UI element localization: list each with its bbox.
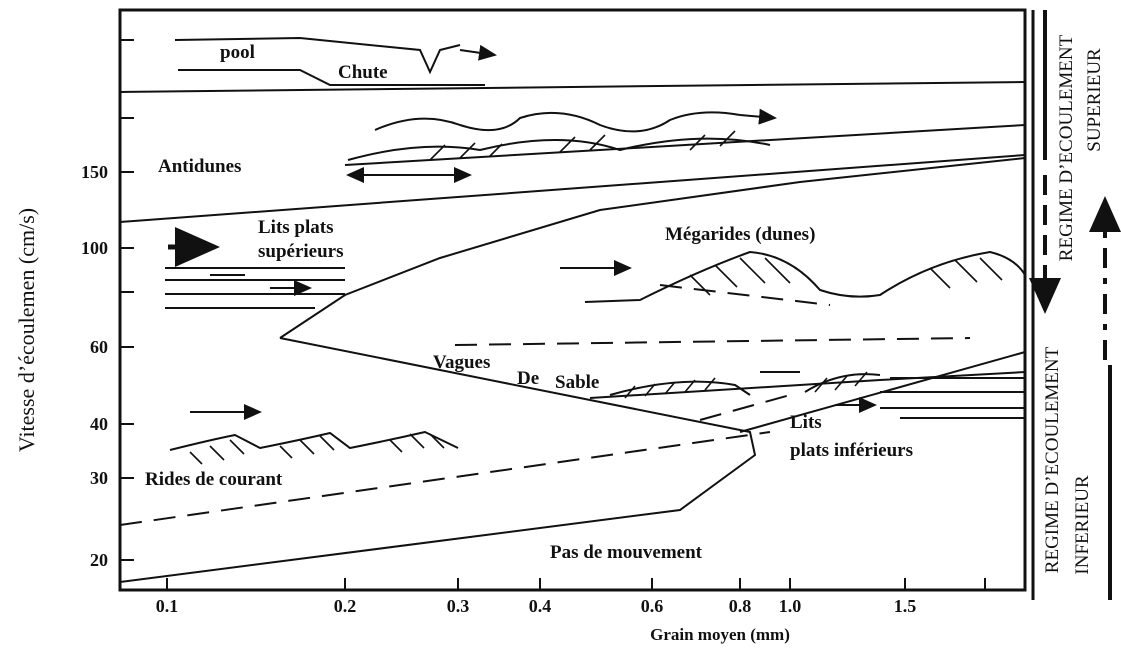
upper-regime-label: REGIME D’ECOULEMENT [1056, 34, 1077, 261]
y-axis-label: Vitesse d’écoulemen (cm/s) [14, 208, 39, 452]
y-tick-label: 20 [90, 550, 108, 570]
y-tick-label: 100 [81, 238, 108, 258]
x-tick-label: 1.0 [779, 596, 802, 616]
region-label: Lits [790, 412, 822, 433]
lower-regime-label: INFERIEUR [1072, 475, 1093, 575]
ripple-bedforms [170, 412, 458, 464]
region-label: Chute [338, 62, 388, 83]
boundaries [120, 38, 1025, 582]
region-label: Mégarides (dunes) [665, 224, 815, 245]
plot-frame [120, 10, 1025, 590]
y-tick-label: 60 [90, 337, 108, 357]
x-tick-label: 0.4 [529, 596, 552, 616]
x-tick-label: 0.8 [729, 596, 752, 616]
x-tick-label: 0.2 [334, 596, 357, 616]
x-tick-labels: 0.1 0.2 0.3 0.4 0.6 0.8 1.0 1.5 [156, 596, 917, 616]
region-label: plats inférieurs [790, 440, 913, 461]
y-tick-labels: 150 100 60 40 30 20 [81, 162, 108, 570]
x-tick-label: 0.6 [641, 596, 664, 616]
x-tick-label: 0.1 [156, 596, 179, 616]
upper-regime-label: SUPERIEUR [1084, 48, 1105, 152]
y-tick-label: 40 [90, 414, 108, 434]
region-label: De [517, 368, 539, 389]
ticks [120, 40, 985, 590]
region-label: Vagues [433, 352, 490, 373]
x-axis-label: Grain moyen (mm) [650, 625, 790, 644]
y-tick-label: 150 [81, 162, 108, 182]
x-tick-label: 0.3 [447, 596, 470, 616]
region-label: Antidunes [158, 156, 241, 177]
region-label: Pas de mouvement [550, 542, 703, 563]
region-label: pool [220, 42, 255, 63]
region-label: Sable [555, 372, 599, 393]
lower-regime-label: REGIME D’ECOULEMENT [1042, 346, 1063, 573]
megaripple-bedforms [560, 252, 1025, 305]
y-tick-label: 30 [90, 468, 108, 488]
region-label: Rides de courant [145, 469, 283, 490]
diagram: pool Chute Antidunes Lits plats supérieu… [0, 0, 1121, 649]
x-tick-label: 1.5 [894, 596, 917, 616]
region-label: Lits plats [258, 217, 334, 238]
region-label: supérieurs [258, 241, 344, 262]
